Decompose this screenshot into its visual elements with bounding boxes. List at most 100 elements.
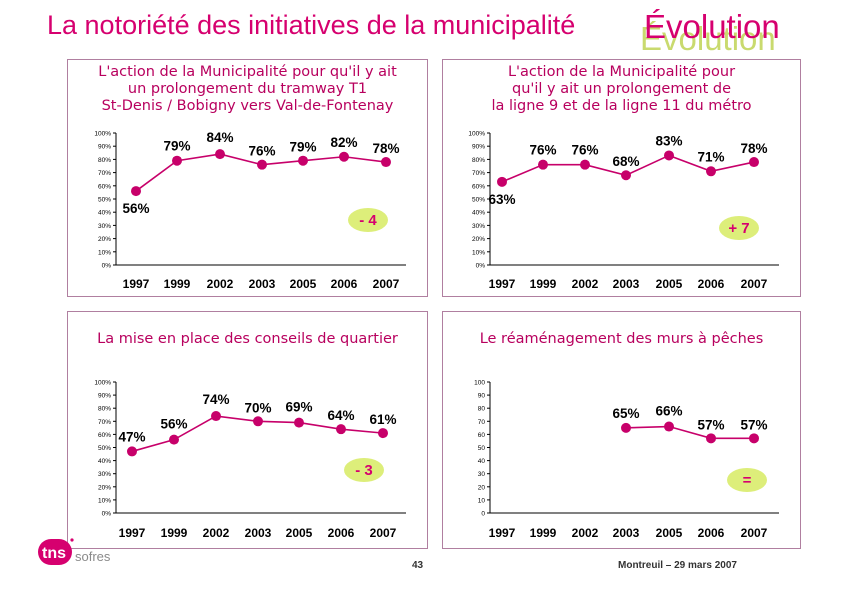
chart-title-line: St-Denis / Bobigny vers Val-de-Fontenay bbox=[101, 98, 394, 114]
data-label: 76% bbox=[529, 143, 556, 158]
y-tick-label: 20% bbox=[98, 484, 111, 491]
data-label: 83% bbox=[655, 133, 682, 148]
data-point bbox=[749, 433, 759, 444]
evolution-badge: Évolution bbox=[644, 8, 780, 45]
chart-title-line: La mise en place des conseils de quartie… bbox=[97, 331, 398, 347]
data-label: 76% bbox=[571, 143, 598, 158]
x-tick-label: 2005 bbox=[656, 526, 683, 540]
chart-title-line: la ligne 9 et de la ligne 11 du métro bbox=[491, 98, 752, 114]
x-tick-label: 2002 bbox=[207, 277, 234, 291]
data-label: 57% bbox=[697, 417, 724, 432]
data-point bbox=[621, 422, 631, 433]
x-tick-label: 2006 bbox=[698, 277, 725, 291]
x-tick-label: 2007 bbox=[741, 526, 768, 540]
data-point bbox=[497, 176, 507, 187]
data-label: 61% bbox=[369, 412, 396, 427]
line-chart-metro: 0% 10% 20% 30% 40% 50% 60% 70% 80% 90% 100% 1997 199… bbox=[468, 131, 779, 291]
x-tick-label: 2005 bbox=[290, 277, 317, 291]
data-point bbox=[339, 151, 349, 162]
x-tick-label: 2003 bbox=[613, 526, 640, 540]
chart-title: La mise en place des conseils de quartie… bbox=[68, 331, 427, 348]
data-label: 78% bbox=[740, 141, 767, 156]
y-tick-label: 70 bbox=[478, 419, 486, 426]
y-tick-label: 70% bbox=[472, 170, 485, 177]
chart-title-line: L'action de la Municipalité pour qu'il y… bbox=[98, 64, 397, 80]
data-label: 74% bbox=[202, 392, 229, 407]
data-point bbox=[621, 170, 631, 181]
y-tick-label: 90% bbox=[472, 144, 485, 151]
footer-location-date: Montreuil – 29 mars 2007 bbox=[618, 560, 737, 571]
data-point bbox=[127, 446, 137, 457]
chart-panel-conseils: La mise en place des conseils de quartie… bbox=[67, 311, 428, 549]
x-tick-label: 1999 bbox=[530, 526, 557, 540]
x-tick-label: 2003 bbox=[249, 277, 276, 291]
x-tick-label: 2006 bbox=[698, 526, 725, 540]
page-number: 43 bbox=[412, 560, 424, 571]
y-tick-label: 100% bbox=[94, 131, 111, 138]
data-point bbox=[336, 424, 346, 435]
y-tick-label: 10% bbox=[98, 249, 111, 256]
x-tick-label: 1997 bbox=[119, 526, 146, 540]
y-tick-label: 60% bbox=[472, 183, 485, 190]
y-tick-label: 40% bbox=[98, 210, 111, 217]
delta-badge: + 7 bbox=[719, 216, 759, 240]
chart-title-line: L'action de la Municipalité pour bbox=[507, 64, 736, 80]
delta-value: + 7 bbox=[728, 220, 749, 237]
data-point bbox=[211, 411, 221, 422]
chart-title: L'action de la Municipalité pour qu'il y… bbox=[443, 64, 800, 115]
y-tick-label: 100 bbox=[474, 380, 485, 387]
y-tick-label: 10 bbox=[478, 497, 486, 504]
data-point bbox=[580, 159, 590, 170]
y-tick-label: 100% bbox=[94, 380, 111, 387]
chart-panel-murs: Le réaménagement des murs à pêches 0 10 20… bbox=[442, 311, 801, 549]
y-tick-label: 90 bbox=[478, 393, 486, 400]
y-tick-label: 20 bbox=[478, 484, 486, 491]
y-tick-label: 80% bbox=[472, 157, 485, 164]
y-tick-label: 80% bbox=[98, 157, 111, 164]
y-tick-label: 40 bbox=[478, 458, 486, 465]
y-tick-label: 30% bbox=[98, 471, 111, 478]
chart-panel-metro: L'action de la Municipalité pour qu'il y… bbox=[442, 59, 801, 297]
data-label: 66% bbox=[655, 404, 682, 419]
data-point bbox=[215, 149, 225, 160]
data-label: 69% bbox=[285, 400, 312, 415]
chart-title-line: Le réaménagement des murs à pêches bbox=[479, 331, 764, 347]
data-point bbox=[381, 157, 391, 168]
y-tick-label: 80% bbox=[98, 406, 111, 413]
x-tick-label: 1997 bbox=[489, 277, 516, 291]
y-tick-label: 40% bbox=[472, 210, 485, 217]
svg-text:tns: tns bbox=[42, 545, 66, 562]
x-tick-label: 2002 bbox=[572, 277, 599, 291]
y-tick-label: 60 bbox=[478, 432, 486, 439]
x-tick-label: 2007 bbox=[741, 277, 768, 291]
data-point bbox=[749, 157, 759, 168]
y-tick-label: 10% bbox=[472, 249, 485, 256]
x-tick-label: 2003 bbox=[245, 526, 272, 540]
data-point bbox=[172, 155, 182, 166]
delta-value: = bbox=[743, 472, 752, 489]
data-point bbox=[131, 186, 141, 197]
x-tick-label: 2005 bbox=[656, 277, 683, 291]
data-label: 71% bbox=[697, 149, 724, 164]
y-tick-label: 30 bbox=[478, 471, 486, 478]
page-title: La notoriété des initiatives de la munic… bbox=[47, 10, 576, 40]
y-tick-label: 100% bbox=[468, 131, 485, 138]
delta-badge: = bbox=[727, 468, 767, 492]
data-label: 84% bbox=[206, 130, 233, 145]
data-point bbox=[538, 159, 548, 170]
x-tick-label: 2002 bbox=[572, 526, 599, 540]
data-point bbox=[298, 155, 308, 166]
data-label: 65% bbox=[612, 406, 639, 421]
y-tick-label: 70% bbox=[98, 419, 111, 426]
y-tick-label: 40% bbox=[98, 458, 111, 465]
data-label: 68% bbox=[612, 154, 639, 169]
tns-sofres-logo-icon: tns sofres bbox=[38, 538, 111, 565]
y-tick-label: 10% bbox=[98, 497, 111, 504]
y-tick-label: 0% bbox=[102, 263, 112, 270]
x-tick-label: 1997 bbox=[489, 526, 516, 540]
data-point bbox=[253, 416, 263, 427]
y-tick-label: 0 bbox=[481, 511, 485, 518]
y-tick-label: 70% bbox=[98, 170, 111, 177]
x-tick-label: 2007 bbox=[370, 526, 397, 540]
y-tick-label: 20% bbox=[472, 236, 485, 243]
